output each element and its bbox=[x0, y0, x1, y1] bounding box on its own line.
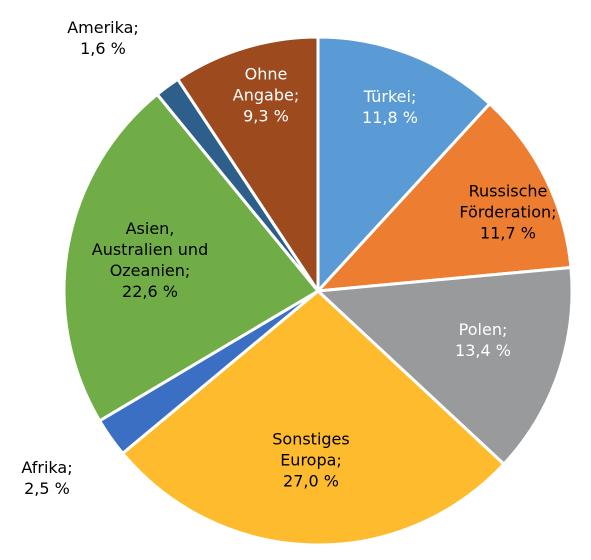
category-label: Asien, Australien und Ozeanien; bbox=[91, 219, 209, 280]
slice-label: Afrika; 2,5 % bbox=[7, 457, 87, 499]
category-label: Ohne Angabe; bbox=[232, 64, 300, 105]
slice-label: Ohne Angabe; 9,3 % bbox=[226, 64, 306, 127]
value-label: 2,5 % bbox=[24, 479, 70, 498]
value-label: 22,6 % bbox=[122, 282, 178, 301]
slice-label: Türkei; 11,8 % bbox=[335, 86, 445, 128]
pie-slice bbox=[62, 92, 320, 423]
category-label: Polen; bbox=[458, 320, 508, 339]
pie-slice bbox=[316, 35, 492, 293]
pie-slice bbox=[121, 289, 506, 547]
slice-label: Sonstiges Europa; 27,0 % bbox=[256, 429, 366, 492]
value-label: 27,0 % bbox=[283, 471, 339, 491]
category-label: Afrika; bbox=[21, 458, 73, 477]
pie-slice bbox=[176, 35, 320, 293]
category-label: Russische Förderation; bbox=[459, 181, 557, 222]
category-label: Sonstiges Europa; bbox=[272, 429, 350, 470]
value-label: 13,4 % bbox=[455, 341, 511, 360]
slice-label: Polen; 13,4 % bbox=[428, 319, 538, 361]
category-label: Amerika; bbox=[67, 18, 139, 37]
value-label: 1,6 % bbox=[80, 39, 126, 58]
pie-slice bbox=[316, 265, 574, 466]
value-label: 11,8 % bbox=[362, 108, 418, 127]
slice-label: Russische Förderation; 11,7 % bbox=[443, 181, 573, 244]
slice-label: Amerika; 1,6 % bbox=[58, 17, 148, 59]
slice-label: Asien, Australien und Ozeanien; 22,6 % bbox=[85, 218, 215, 302]
value-label: 9,3 % bbox=[243, 106, 289, 126]
category-label: Türkei; bbox=[363, 87, 417, 106]
pie-slice bbox=[316, 102, 573, 293]
value-label: 11,7 % bbox=[480, 223, 536, 243]
